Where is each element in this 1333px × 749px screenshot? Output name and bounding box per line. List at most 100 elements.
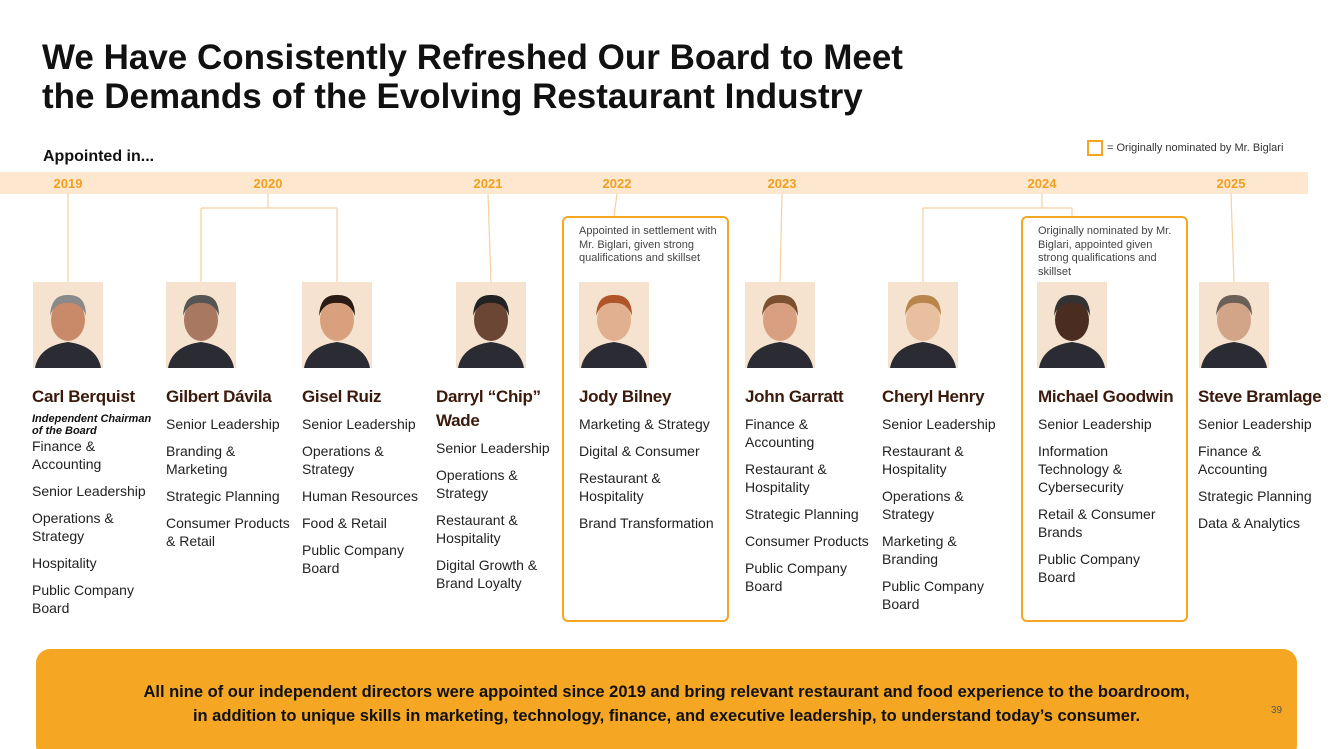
face [763, 299, 797, 341]
face [320, 299, 354, 341]
year-label: 2023 [767, 176, 797, 191]
portrait [1201, 294, 1267, 368]
footer-line: in addition to unique skills in marketin… [192, 707, 1141, 725]
skill: Public Company Board [882, 578, 984, 612]
photo [33, 282, 103, 368]
face [474, 299, 508, 341]
director-column: Michael Goodwin Senior Leadership Informat… [1038, 385, 1178, 595]
shoulders [168, 342, 234, 368]
portrait [747, 294, 813, 368]
skill: Public Company Board [1038, 551, 1140, 585]
skill: Marketing & Branding [882, 533, 957, 567]
hair [50, 294, 86, 316]
skill: Food & Retail [302, 515, 387, 531]
skill: Operations & Strategy [302, 443, 384, 477]
shoulders [35, 342, 101, 368]
skill: Senior Leadership [1198, 416, 1312, 432]
skill: Digital & Consumer [579, 443, 700, 459]
skill: Human Resources [302, 488, 418, 504]
year-label: 2025 [1216, 176, 1246, 191]
photo [888, 282, 958, 368]
year-label: 2022 [602, 176, 632, 191]
face [51, 299, 85, 341]
portrait [168, 294, 234, 368]
skill: Senior Leadership [882, 416, 996, 432]
year-label: 2021 [473, 176, 503, 191]
skill: Retail & Consumer Brands [1038, 506, 1156, 540]
note: Originally nominated by Mr. Biglari, app… [1038, 225, 1172, 278]
footer-line: All nine of our independent directors we… [143, 683, 1190, 701]
director-name: Michael Goodwin [1038, 387, 1174, 406]
director-name: Cheryl Henry [882, 387, 985, 406]
skill: Consumer Products [745, 533, 869, 549]
hair [596, 294, 632, 316]
hair [1054, 294, 1090, 316]
face [184, 299, 218, 341]
hair [473, 294, 509, 316]
hair [905, 294, 941, 316]
skill: Restaurant & Hospitality [882, 443, 964, 477]
portrait [458, 294, 524, 368]
timeline-bar [0, 172, 1308, 194]
photo [166, 282, 236, 368]
skill: Restaurant & Hospitality [579, 470, 661, 504]
director-name: Jody Bilney [579, 387, 672, 406]
director-column: John Garratt Finance & Accounting Restaura… [745, 385, 869, 604]
director-name: Carl Berquist [32, 387, 135, 406]
face [906, 299, 940, 341]
skill: Finance & Accounting [745, 416, 815, 450]
face [1217, 299, 1251, 341]
director-role: Independent Chairman of the Board [32, 413, 152, 437]
hair [1216, 294, 1252, 316]
footer-banner [36, 649, 1297, 749]
director-name: Gisel Ruiz [302, 387, 382, 406]
skill: Finance & Accounting [1198, 443, 1268, 477]
director-column: Gilbert Dávila Senior Leadership Branding … [166, 385, 290, 559]
skill: Senior Leadership [436, 440, 550, 456]
skill: Branding & Marketing [166, 443, 236, 477]
note: Appointed in settlement with Mr. Biglari… [579, 225, 717, 264]
skill: Strategic Planning [166, 488, 280, 504]
photo [579, 282, 649, 368]
skill: Operations & Strategy [32, 510, 114, 544]
director-column: Carl Berquist Independent Chairman of the… [32, 385, 156, 626]
portrait [304, 294, 370, 368]
skill: Operations & Strategy [882, 488, 964, 522]
photo [745, 282, 815, 368]
photo [302, 282, 372, 368]
face [597, 299, 631, 341]
shoulders [304, 342, 370, 368]
skill: Digital Growth & Brand Loyalty [436, 557, 538, 591]
footer-text: All nine of our independent directors we… [36, 680, 1297, 728]
skill: Senior Leadership [166, 416, 280, 432]
director-column: Jody Bilney Marketing & Strategy Digital &… [579, 385, 719, 541]
slide-title: We Have Consistently Refreshed Our Board… [42, 38, 903, 116]
title-line: We Have Consistently Refreshed Our Board… [42, 38, 903, 77]
portrait [1039, 294, 1105, 368]
photo [1037, 282, 1107, 368]
skill: Data & Analytics [1198, 515, 1300, 531]
subtitle: Appointed in... [43, 148, 155, 165]
year-label: 2020 [253, 176, 283, 191]
connector [613, 193, 618, 217]
legend-text: = Originally nominated by Mr. Biglari [1107, 142, 1284, 154]
skill: Finance & Accounting [32, 438, 102, 472]
year-label: 2024 [1027, 176, 1057, 191]
skill: Restaurant & Hospitality [745, 461, 827, 495]
shoulders [1039, 342, 1105, 368]
director-column: Cheryl Henry Senior Leadership Restaurant … [882, 385, 1006, 622]
page-number: 39 [1271, 705, 1283, 716]
photo [456, 282, 526, 368]
portrait [581, 294, 647, 368]
director-name: Gilbert Dávila [166, 387, 272, 406]
connector [487, 193, 492, 283]
skill: Consumer Products & Retail [166, 515, 290, 549]
face [1055, 299, 1089, 341]
hair [183, 294, 219, 316]
connector [779, 193, 783, 283]
shoulders [747, 342, 813, 368]
skill: Operations & Strategy [436, 467, 518, 501]
skill: Senior Leadership [32, 483, 146, 499]
director-name: Steve Bramlage [1198, 387, 1322, 406]
